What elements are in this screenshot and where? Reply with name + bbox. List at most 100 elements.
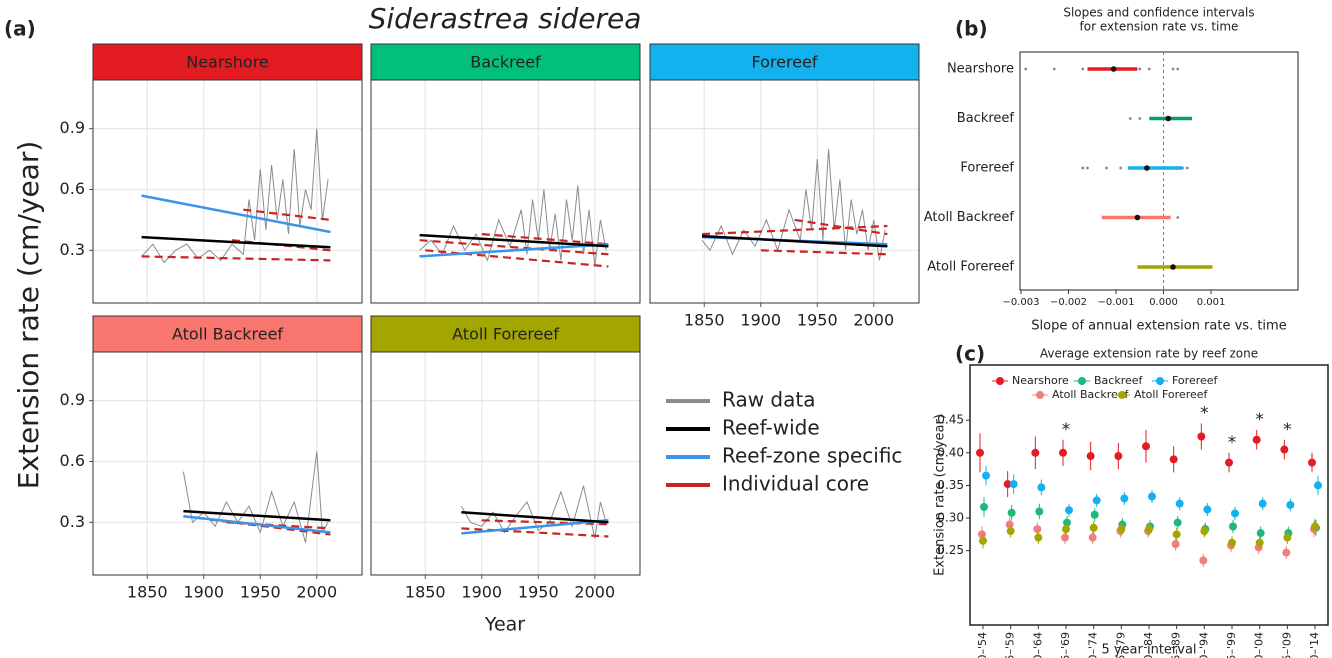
point xyxy=(1169,455,1178,464)
legend-swatch xyxy=(1156,377,1164,385)
core-line xyxy=(461,527,609,538)
point xyxy=(1089,523,1098,532)
y-tick-label: 0.6 xyxy=(60,179,85,198)
chart-title: Average extension rate by reef zone xyxy=(1040,347,1258,361)
zone-line xyxy=(141,194,331,234)
x-tick-label: 1950 xyxy=(797,311,838,330)
core-line xyxy=(794,218,888,236)
y-tick-label: 0.3 xyxy=(60,240,85,259)
facet-label: Atoll Forereef xyxy=(452,325,559,344)
point xyxy=(1225,458,1233,467)
point xyxy=(1062,525,1070,534)
panel-label: (a) xyxy=(4,17,36,41)
legend-swatch xyxy=(1078,377,1086,385)
core-slope xyxy=(1024,67,1028,71)
point xyxy=(1065,506,1073,515)
raw-data-line xyxy=(182,451,329,543)
x-tick-label: 2000 xyxy=(296,583,337,602)
facet-label: Forereef xyxy=(751,53,817,72)
point xyxy=(1175,499,1184,508)
plot-border xyxy=(649,79,920,304)
point xyxy=(1114,452,1123,461)
y-tick-label: 0.9 xyxy=(60,118,85,137)
core-slope xyxy=(1128,117,1132,120)
point xyxy=(978,530,986,539)
y-tick-label: Nearshore xyxy=(947,62,1014,77)
y-tick-label: Forereef xyxy=(960,161,1014,176)
point xyxy=(1142,442,1150,451)
point xyxy=(1009,480,1018,489)
point xyxy=(1033,525,1042,534)
x-tick-label: 1900 xyxy=(183,583,224,602)
point xyxy=(1203,505,1212,514)
plot-area xyxy=(93,352,362,575)
facet-header xyxy=(92,315,363,353)
core-slope xyxy=(1138,67,1142,71)
raw-data-line xyxy=(419,185,607,267)
x-tick-label: −0.003 xyxy=(1002,297,1039,308)
point xyxy=(1172,530,1181,539)
plot-border xyxy=(370,79,641,304)
point xyxy=(1148,492,1156,501)
significance-marker: * xyxy=(1255,410,1264,430)
legend-label: Reef-wide xyxy=(722,416,820,440)
core-line xyxy=(481,519,609,526)
y-tick-label: Atoll Backreef xyxy=(924,210,1015,225)
point xyxy=(1229,522,1237,531)
core-line xyxy=(701,224,888,236)
core-slope xyxy=(1138,117,1142,120)
facet-header xyxy=(92,43,363,81)
point xyxy=(1005,520,1014,529)
core-slope xyxy=(1171,67,1175,71)
point xyxy=(1086,452,1095,461)
x-tick-label: '80–'84 xyxy=(1142,632,1155,658)
core-slope xyxy=(1081,166,1085,170)
facet-label: Atoll Backreef xyxy=(172,325,283,344)
x-axis-label: Slope of annual extension rate vs. time xyxy=(1031,319,1286,334)
y-tick-label: Atoll Forereef xyxy=(927,260,1014,275)
x-tick-label: '05–'09 xyxy=(1280,632,1293,658)
point xyxy=(1092,496,1101,505)
x-tick-label: −0.001 xyxy=(1097,297,1134,308)
point xyxy=(1197,432,1206,441)
point xyxy=(982,471,990,480)
plot-area xyxy=(93,80,362,303)
core-slope xyxy=(1119,166,1123,170)
core-slope xyxy=(1086,166,1089,170)
legend-label: Reef-zone specific xyxy=(722,444,902,468)
x-tick-label: 2000 xyxy=(853,311,894,330)
point xyxy=(1231,509,1239,518)
plot-border xyxy=(92,351,363,576)
legend-label: Forereef xyxy=(1172,374,1219,387)
point xyxy=(1173,518,1182,527)
significance-marker: * xyxy=(1200,403,1209,423)
point xyxy=(1061,533,1069,542)
plot-area xyxy=(371,352,640,575)
x-tick-label: '70–'74 xyxy=(1087,632,1100,658)
reef-wide-line xyxy=(183,509,331,522)
zone-line xyxy=(183,514,331,534)
y-tick-label: 0.3 xyxy=(60,512,85,531)
point xyxy=(1145,525,1153,534)
point xyxy=(1286,500,1295,509)
y-tick-label: 0.9 xyxy=(60,390,85,409)
point xyxy=(1256,529,1265,538)
core-slope xyxy=(1105,166,1108,170)
y-tick-label: 0.6 xyxy=(60,451,85,470)
core-line xyxy=(183,515,331,536)
point xyxy=(1255,538,1264,547)
y-tick-label: 0.40 xyxy=(937,445,964,459)
raw-data-line xyxy=(141,128,329,264)
x-axis-label: Year xyxy=(484,614,525,636)
estimate xyxy=(1110,66,1117,72)
point xyxy=(1031,448,1040,457)
y-axis-label: Extension rate (cm/year) xyxy=(933,414,948,576)
x-tick-label: '90–'94 xyxy=(1197,632,1210,658)
panel-label: (b) xyxy=(955,17,988,41)
x-tick-label: '60–'64 xyxy=(1031,632,1044,658)
core-line xyxy=(481,233,609,246)
legend-label: Individual core xyxy=(722,472,869,496)
point xyxy=(976,448,984,457)
core-slope xyxy=(1185,166,1189,170)
